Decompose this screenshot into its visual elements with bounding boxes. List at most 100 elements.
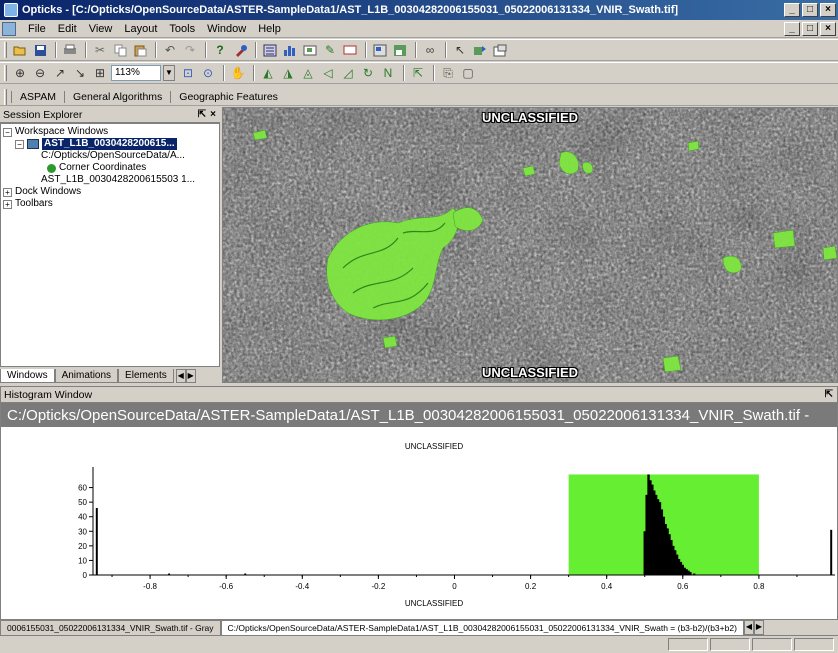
product-icon[interactable] <box>391 41 409 59</box>
minimize-button[interactable]: _ <box>784 3 800 17</box>
maximize-button[interactable]: □ <box>802 3 818 17</box>
session-tabs: Windows Animations Elements ◀ ▶ <box>0 367 220 383</box>
tree-item-dock-windows[interactable]: + Dock Windows <box>3 186 219 198</box>
zoom-to-icon[interactable]: ⊙ <box>202 66 214 80</box>
tab-scroll-right-icon[interactable]: ▶ <box>753 620 764 635</box>
histogram-icon[interactable] <box>281 41 299 59</box>
x-tick-label: -0.2 <box>371 582 385 591</box>
link-icon[interactable]: ✎ <box>324 43 336 57</box>
zoom-level-input[interactable]: 113% <box>111 65 161 81</box>
close-icon[interactable]: × <box>210 109 216 120</box>
menu-window[interactable]: Window <box>207 22 247 35</box>
tree-item-layer[interactable]: AST_L1B_0030428200615503 1... <box>3 174 219 186</box>
zoom-rect-icon[interactable]: ⊞ <box>94 66 106 80</box>
refresh-icon[interactable] <box>471 41 489 59</box>
close-button[interactable]: × <box>820 3 836 17</box>
paste-icon[interactable] <box>131 41 149 59</box>
cut-icon[interactable]: ✂ <box>94 43 106 57</box>
tab-gray-window[interactable]: 0006155031_05022006131334_VNIR_Swath.tif… <box>0 620 221 635</box>
rotate-by-icon[interactable]: ◿ <box>343 66 353 80</box>
collapse-icon[interactable]: − <box>3 127 12 137</box>
measure-icon[interactable]: ⇱ <box>412 66 424 80</box>
float-icon[interactable]: ⇱ <box>824 389 833 400</box>
pan-icon[interactable]: ✋ <box>230 66 246 80</box>
message-icon[interactable] <box>341 41 359 59</box>
save-icon[interactable] <box>31 41 49 59</box>
document-icon[interactable] <box>2 21 16 36</box>
tree-item-corner[interactable]: Corner Coordinates <box>3 162 219 174</box>
session-explorer: Session Explorer ⇱ × − Workspace Windows… <box>0 107 220 383</box>
expand-icon[interactable]: + <box>3 187 12 197</box>
toolbar-grip[interactable] <box>4 42 7 58</box>
glasses-icon[interactable]: ∞ <box>425 43 435 57</box>
mdi-minimize-button[interactable]: _ <box>784 21 800 36</box>
menu-help[interactable]: Help <box>258 22 281 35</box>
spatial-data-view[interactable]: UNCLASSIFIED UNCLASSIFIED <box>222 107 838 383</box>
undo-icon[interactable]: ↶ <box>164 43 176 57</box>
menu-file[interactable]: File <box>28 22 46 35</box>
tree-item-dataset[interactable]: − AST_L1B_0030428200615... <box>3 138 219 150</box>
histogram-bin <box>693 573 696 575</box>
toolbar-grip[interactable] <box>4 65 7 81</box>
zoom-fit-icon[interactable]: ⊡ <box>182 66 194 80</box>
tab-ratio-window[interactable]: C:/Opticks/OpenSourceData/ASTER-SampleDa… <box>220 620 744 635</box>
histogram-plot[interactable]: UNCLASSIFIED 0 10 20 30 40 50 60 -0.8 -0.6 -0.4 -0.… <box>1 427 837 619</box>
tab-scroll-left-icon[interactable]: ◀ <box>743 620 754 635</box>
tab-windows[interactable]: Windows <box>0 369 55 383</box>
tab-scroll-right-icon[interactable]: ▶ <box>185 369 196 383</box>
mdi-close-button[interactable]: × <box>820 21 836 36</box>
menu-aspam[interactable]: ASPAM <box>11 90 64 103</box>
snapshot-icon[interactable]: ⎘ <box>443 65 453 80</box>
pointer-icon[interactable]: ↖ <box>454 43 466 57</box>
overview-icon[interactable] <box>301 41 319 59</box>
menu-edit[interactable]: Edit <box>57 22 77 35</box>
expand-icon[interactable]: + <box>3 199 12 209</box>
north-up-icon[interactable]: Ν <box>383 66 393 80</box>
toolbar-separator <box>255 42 257 58</box>
menu-general-algorithms[interactable]: General Algorithms <box>63 90 170 103</box>
copy-icon[interactable] <box>111 41 129 59</box>
rotate-right-icon[interactable]: ◮ <box>283 66 293 80</box>
zoom-toolbar: ⊕ ⊖ ↗ ↘ ⊞ 113% ▼ ⊡ ⊙ ✋ ◭ ◮ ◬ ◁ ◿ ↻ Ν ⇱ ⎘… <box>0 62 838 84</box>
tree-item-toolbars[interactable]: + Toolbars <box>3 198 219 210</box>
tree-label: Dock Windows <box>15 186 82 197</box>
histogram-classification-bottom: UNCLASSIFIED <box>405 599 463 608</box>
tool-icon[interactable] <box>231 41 249 59</box>
classification-marking-top: UNCLASSIFIED <box>481 110 579 125</box>
zoom-in-icon[interactable]: ⊕ <box>14 66 26 80</box>
histogram-layer-selector[interactable]: C:/Opticks/OpenSourceData/ASTER-SampleDa… <box>1 403 837 427</box>
redo-icon[interactable]: ↷ <box>184 43 196 57</box>
flip-horizontal-icon[interactable]: ◬ <box>303 66 313 80</box>
zoom-dropdown-arrow[interactable]: ▼ <box>163 65 175 81</box>
tree-item-path[interactable]: C:/Opticks/OpenSourceData/A... <box>3 150 219 162</box>
session-explorer-title: Session Explorer <box>3 108 83 121</box>
menu-tools[interactable]: Tools <box>169 22 196 35</box>
menu-geographic-features[interactable]: Geographic Features <box>170 90 286 103</box>
toolbar-grip[interactable] <box>4 88 7 105</box>
layers-icon[interactable] <box>261 41 279 59</box>
mdi-restore-button[interactable]: □ <box>802 21 818 36</box>
status-area: 0006155031_05022006131334_VNIR_Swath.tif… <box>0 620 838 653</box>
zoom-point-out-icon[interactable]: ↘ <box>74 66 86 80</box>
tab-scroll-left-icon[interactable]: ◀ <box>175 369 186 383</box>
histogram-bin <box>95 507 98 575</box>
zoom-out-icon[interactable]: ⊖ <box>34 66 46 80</box>
zoom-point-in-icon[interactable]: ↗ <box>54 66 66 80</box>
tab-elements[interactable]: Elements <box>118 369 174 383</box>
properties-icon[interactable] <box>491 41 509 59</box>
collapse-icon[interactable]: − <box>15 139 24 149</box>
menu-layout[interactable]: Layout <box>124 22 158 35</box>
reset-rotation-icon[interactable]: ↻ <box>362 66 374 80</box>
float-icon[interactable]: ⇱ <box>197 109 207 120</box>
help-icon[interactable]: ? <box>216 43 224 57</box>
flip-vertical-icon[interactable]: ◁ <box>323 66 333 80</box>
workspace-icon[interactable] <box>371 41 389 59</box>
menu-view[interactable]: View <box>88 22 113 35</box>
tab-animations[interactable]: Animations <box>54 369 119 383</box>
tree-item-workspace[interactable]: − Workspace Windows <box>3 126 219 138</box>
print-icon[interactable] <box>61 41 79 59</box>
open-file-icon[interactable] <box>11 41 29 59</box>
histogram-bin <box>664 524 667 575</box>
fullscreen-icon[interactable]: ▢ <box>462 66 474 80</box>
rotate-left-icon[interactable]: ◭ <box>263 66 273 80</box>
